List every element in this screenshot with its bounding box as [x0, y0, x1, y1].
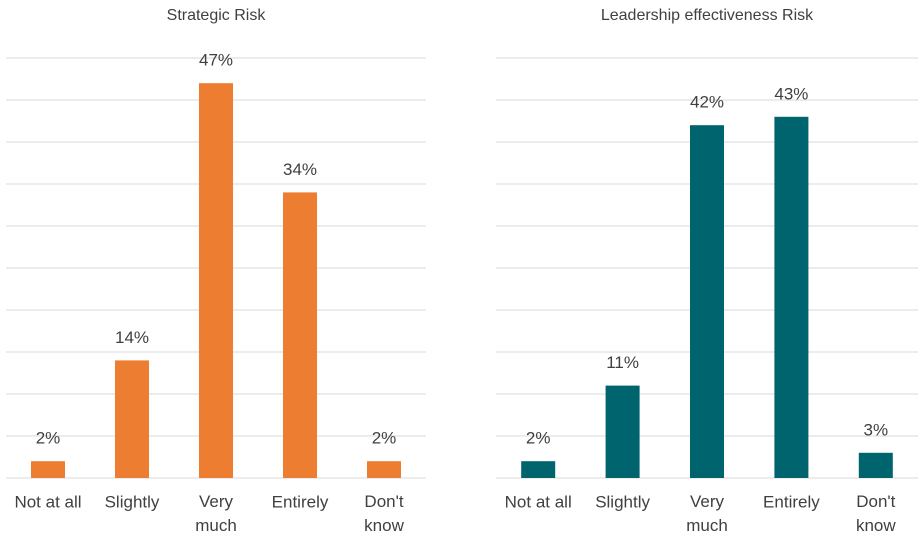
x-tick-label: Entirely: [272, 492, 329, 511]
bar: [774, 116, 809, 479]
x-tick-label: Very much: [686, 492, 728, 535]
x-tick-label: Slightly: [105, 492, 160, 511]
value-label: 14%: [115, 328, 149, 347]
chart-title: Strategic Risk: [167, 7, 267, 24]
bar: [199, 83, 233, 478]
bar: [605, 385, 640, 478]
value-label: 11%: [606, 353, 639, 372]
x-tick-label: Not at all: [505, 492, 572, 511]
value-label: 42%: [690, 93, 724, 112]
value-label: 34%: [283, 160, 317, 179]
x-tick-label: Not at all: [14, 492, 81, 511]
bar: [521, 461, 556, 478]
bar: [115, 360, 149, 478]
x-tick-label: Very much: [195, 492, 237, 535]
x-tick-label: Don't know: [856, 492, 896, 535]
value-label: 47%: [199, 51, 233, 70]
bar: [283, 192, 317, 478]
bar: [367, 461, 401, 478]
value-label: 3%: [864, 420, 889, 439]
value-label: 2%: [526, 429, 551, 448]
x-tick-label: Slightly: [595, 492, 650, 511]
x-tick-label: Entirely: [763, 492, 820, 511]
value-label: 2%: [36, 429, 61, 448]
bar: [858, 452, 893, 478]
bar: [690, 125, 724, 478]
x-tick-label: Don't know: [364, 492, 404, 535]
chart-title: Leadership effectiveness Risk: [601, 7, 814, 24]
value-label: 43%: [774, 84, 808, 103]
bar: [31, 461, 65, 478]
value-label: 2%: [372, 429, 397, 448]
